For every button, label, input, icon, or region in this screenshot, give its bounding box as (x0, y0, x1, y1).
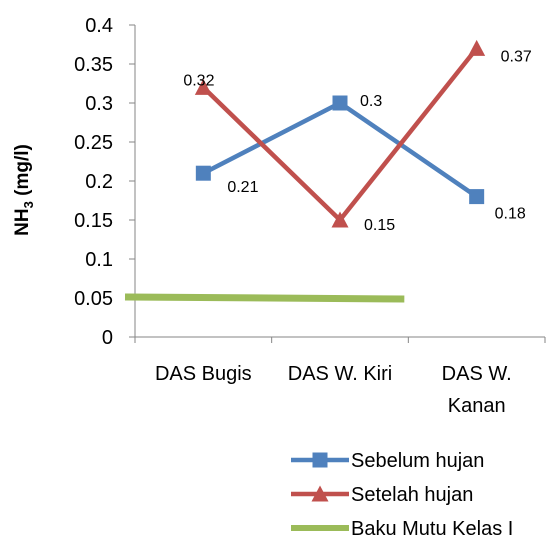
series-marker-0 (332, 95, 348, 111)
data-labels: 0.21 0.3 0.18 0.32 0.15 0.37 (183, 48, 532, 234)
legend-label-2: Baku Mutu Kelas I (351, 518, 513, 540)
series-marker-1 (468, 39, 486, 56)
y-tick-label: 0.15 (74, 210, 113, 232)
data-label: 0.15 (364, 217, 395, 234)
x-tick-label-line: Kanan (448, 395, 506, 417)
y-tick-label: 0.05 (74, 288, 113, 310)
y-tick-label: 0.25 (74, 132, 113, 154)
x-tick-label: DAS Bugis (155, 363, 252, 385)
data-label: 0.21 (227, 179, 258, 196)
axes: 0 0.05 0.1 0.15 0.2 0.25 0.3 0.35 0.4 DAS Bugis DA… (12, 15, 546, 417)
y-tick-label: 0.4 (85, 15, 113, 37)
x-tick-label-line: DAS W. Kiri (288, 363, 392, 385)
legend-label-1: Setelah hujan (351, 484, 473, 506)
y-axis-title: NH3 (mg/l) (12, 144, 36, 236)
legend-marker-0 (312, 452, 328, 468)
series-line-2 (124, 293, 405, 303)
series-marker-1 (331, 211, 349, 228)
legend-label-0: Sebelum hujan (351, 450, 484, 472)
series-marker-0 (469, 189, 485, 205)
legend-marker-1 (311, 485, 329, 502)
data-label: 0.32 (183, 72, 214, 89)
data-label: 0.37 (501, 48, 532, 65)
legend: Sebelum hujan Setelah hujan Baku Mutu Kela… (291, 450, 513, 540)
y-tick-label: 0.3 (85, 93, 113, 115)
y-tick-label: 0.2 (85, 171, 113, 193)
y-tick-label: 0.1 (85, 249, 113, 271)
x-tick-label: DAS W. Kiri (288, 363, 392, 385)
y-axis-title-main: NH (12, 208, 33, 235)
series-marker-0 (195, 165, 211, 181)
data-label: 0.3 (360, 93, 382, 110)
y-tick-label: 0 (102, 327, 113, 349)
data-label: 0.18 (495, 206, 526, 223)
x-tick-label: DAS W. Kanan (442, 363, 512, 417)
y-axis-title-subscript: 3 (21, 201, 36, 208)
x-tick-label-line: DAS Bugis (155, 363, 252, 385)
series-marker-1 (194, 78, 212, 95)
series-group (124, 39, 486, 303)
y-axis-title-unit: (mg/l) (12, 144, 33, 201)
y-tick-label: 0.35 (74, 54, 113, 76)
x-tick-label-line: DAS W. (442, 363, 512, 385)
